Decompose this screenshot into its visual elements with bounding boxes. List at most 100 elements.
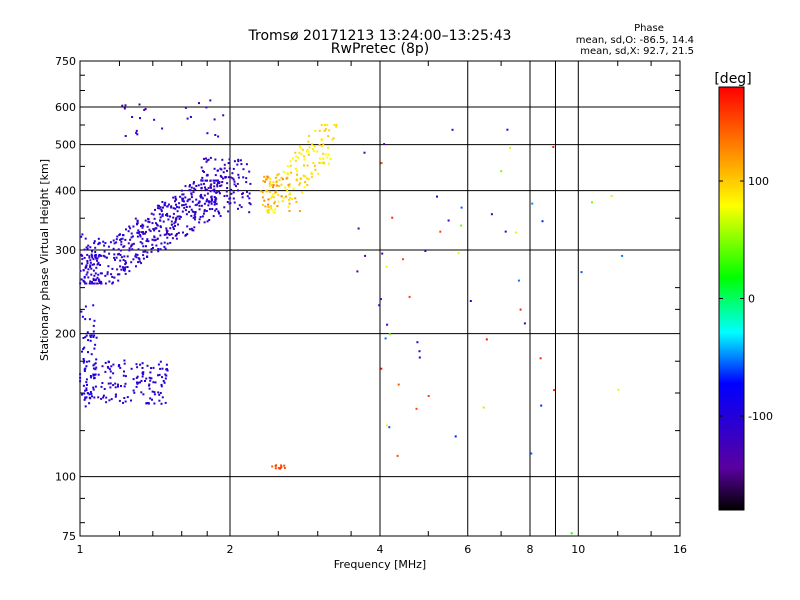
y-tick-label: 300 [55, 244, 76, 257]
data-point [310, 171, 313, 174]
data-point [237, 189, 239, 192]
data-point [207, 187, 210, 190]
data-point [123, 107, 126, 110]
data-point [580, 271, 583, 274]
data-point [148, 387, 151, 390]
data-point [172, 207, 175, 210]
data-point [119, 265, 122, 268]
data-point [335, 124, 338, 126]
data-point [306, 149, 309, 152]
data-point [126, 396, 129, 399]
data-point [214, 158, 217, 161]
data-point [190, 192, 193, 195]
data-point [88, 360, 91, 363]
data-point [105, 396, 108, 399]
data-point [122, 267, 125, 270]
data-point [105, 401, 108, 404]
data-point [85, 265, 88, 268]
data-point [128, 249, 131, 252]
data-point [233, 183, 236, 186]
data-point [158, 213, 161, 216]
data-point [219, 167, 222, 170]
data-point [198, 218, 201, 221]
data-point [113, 242, 116, 245]
data-point [396, 454, 399, 457]
data-point [122, 259, 125, 261]
data-point [119, 238, 122, 241]
data-point [299, 182, 301, 185]
data-point [203, 202, 206, 205]
data-point [126, 266, 129, 268]
data-point [261, 196, 264, 199]
data-point [201, 197, 204, 200]
data-point [85, 396, 88, 399]
data-point [190, 196, 193, 199]
data-point [213, 182, 216, 184]
data-point [122, 374, 125, 377]
data-point [271, 184, 274, 187]
data-point [208, 200, 211, 203]
data-point [93, 242, 96, 245]
data-point [128, 247, 131, 250]
data-point [104, 370, 107, 373]
data-point [92, 386, 95, 389]
data-point [539, 357, 542, 360]
data-point [131, 248, 134, 251]
data-point [157, 374, 159, 377]
data-point [363, 151, 366, 154]
data-point [153, 391, 156, 394]
data-point [120, 268, 123, 271]
data-point [223, 195, 226, 197]
data-point [305, 150, 308, 153]
data-point [290, 171, 293, 174]
data-point [148, 228, 151, 231]
data-point [335, 125, 338, 128]
data-point [153, 236, 156, 239]
data-point [269, 197, 272, 200]
data-point [295, 179, 298, 182]
data-point [280, 183, 283, 186]
data-point [211, 208, 214, 210]
data-point [326, 124, 329, 126]
data-point [170, 206, 173, 209]
data-point [307, 153, 310, 156]
data-point [103, 388, 106, 390]
data-point [212, 189, 215, 192]
data-point [118, 399, 121, 402]
data-point [104, 242, 107, 244]
data-point [177, 231, 180, 234]
data-point [415, 407, 418, 410]
data-point [288, 202, 291, 205]
data-point [143, 109, 146, 111]
data-point [212, 215, 215, 218]
data-point [100, 282, 103, 285]
data-point [160, 208, 163, 211]
data-point [92, 282, 95, 285]
data-point [237, 207, 239, 210]
data-point [83, 359, 86, 362]
data-point [157, 248, 160, 250]
data-point [138, 260, 141, 263]
data-point [142, 373, 145, 376]
data-point [320, 145, 323, 147]
data-point [148, 376, 151, 379]
data-point [318, 161, 321, 164]
data-point [236, 182, 239, 185]
data-point [439, 230, 442, 233]
data-point [166, 230, 169, 233]
data-point [124, 104, 127, 107]
data-point [187, 198, 190, 201]
data-point [170, 233, 173, 236]
data-point [141, 362, 144, 365]
data-point [229, 176, 232, 179]
data-point [146, 251, 149, 254]
data-point [225, 190, 228, 193]
data-point [95, 278, 98, 281]
data-point [90, 376, 93, 379]
data-point [178, 215, 181, 218]
data-point [523, 322, 526, 325]
data-point [94, 246, 97, 249]
data-point [116, 235, 119, 238]
data-point [153, 217, 156, 220]
